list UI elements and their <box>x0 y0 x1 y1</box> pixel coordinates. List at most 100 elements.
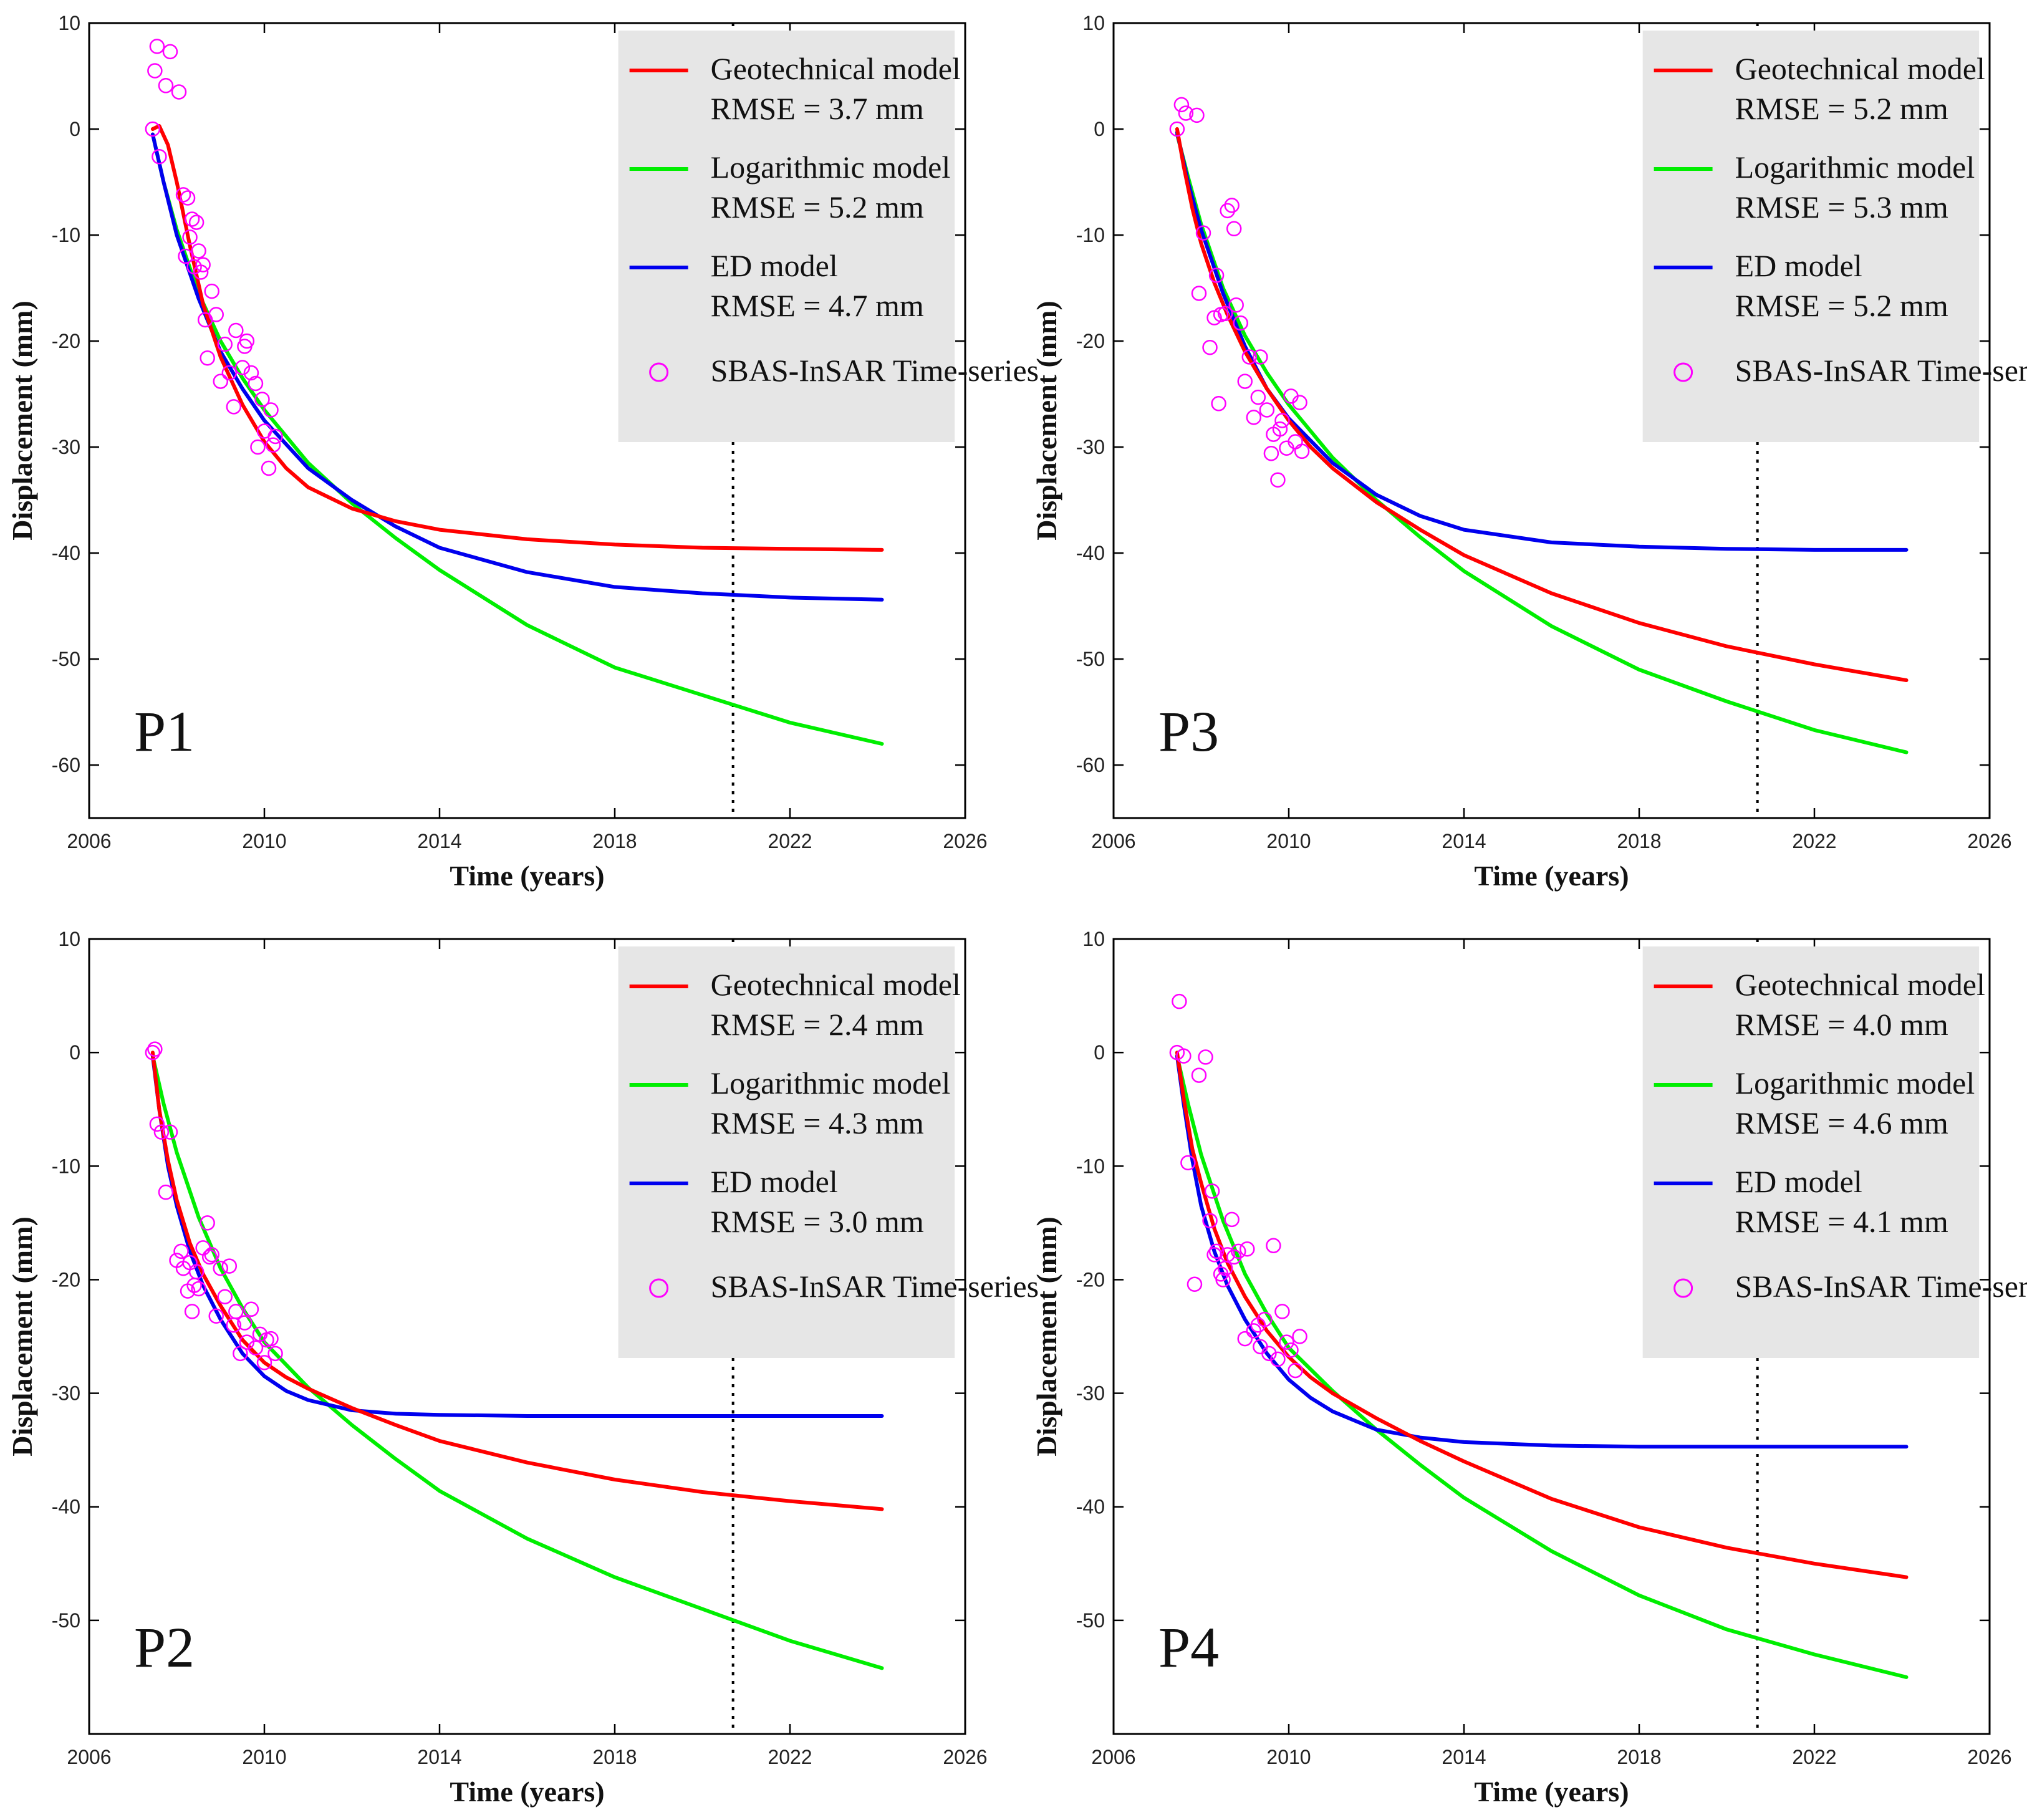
scatter-point <box>1204 1183 1220 1199</box>
axes-frame <box>1112 938 1991 1735</box>
scatter-point <box>248 375 264 392</box>
scatter-point <box>1202 1213 1218 1228</box>
x-axis-title: Time (years) <box>1474 860 1629 892</box>
x-tick-label: 2018 <box>1617 830 1661 852</box>
legend-label-sbas: SBAS-InSAR Time-series <box>1735 353 2027 388</box>
scatter-point <box>267 1346 283 1362</box>
y-tick-label: -10 <box>52 224 80 246</box>
scatter-point <box>1261 1346 1277 1362</box>
scatter-point <box>1178 105 1194 121</box>
x-tick-label: 2010 <box>1266 1746 1311 1768</box>
scatter-point <box>158 78 174 94</box>
scatter-point <box>263 1331 279 1347</box>
scatter-point <box>1266 1238 1281 1254</box>
scatter-point <box>250 439 266 455</box>
x-tick-label: 2026 <box>943 1746 987 1768</box>
series-line-geotechnical <box>1175 1051 1909 1579</box>
legend-box <box>618 31 955 442</box>
x-tick-label: 2014 <box>1442 1746 1486 1768</box>
legend-box <box>1642 946 1980 1358</box>
legend-swatch-sbas <box>1673 1278 1693 1298</box>
scatter-point <box>1292 395 1307 410</box>
scatter-point <box>1259 402 1275 418</box>
scatter-point <box>1274 413 1290 428</box>
series-line-ed <box>1175 1054 1909 1449</box>
legend-label-geotechnical: Geotechnical model <box>1735 51 1985 86</box>
scatter-point <box>191 1281 206 1297</box>
legend-rmse-ed: RMSE = 5.2 mm <box>1735 288 1948 323</box>
scatter-point <box>1224 1211 1240 1228</box>
scatter-point <box>1294 443 1310 460</box>
legend-label-ed: ED model <box>711 1164 838 1199</box>
x-tick-label: 2014 <box>417 830 461 852</box>
scatter-point <box>1172 993 1187 1009</box>
series-line-geotechnical <box>150 1051 884 1511</box>
series-line-ed <box>1175 130 1909 552</box>
y-tick-label: -10 <box>1076 1155 1105 1177</box>
panel-label: P4 <box>1158 1615 1219 1679</box>
scatter-point <box>182 229 198 245</box>
scatter-point <box>1257 1311 1273 1327</box>
legend-rmse-geotechnical: RMSE = 3.7 mm <box>711 91 924 126</box>
scatter-point <box>263 402 279 418</box>
y-tick-label: -50 <box>1076 1609 1105 1632</box>
scatter-point <box>195 257 211 272</box>
chart-p1: 2006 2010 2014 2018 2022 2026 10 0 -10 -20 -30 -40 -… <box>6 12 1039 892</box>
scatter-point <box>145 121 161 137</box>
legend: Geotechnical model RMSE = 4.0 mm Logarithm… <box>1642 946 2027 1358</box>
scatter-point <box>162 1124 178 1140</box>
y-axis-title: Displacement (mm) <box>6 301 38 541</box>
y-axis-title: Displacement (mm) <box>1031 301 1062 541</box>
scatter-point <box>208 1308 224 1324</box>
y-tick-label: -30 <box>1076 436 1105 458</box>
scatter-point <box>226 399 242 415</box>
x-tick-label: 2026 <box>1967 830 2011 852</box>
scatter-point <box>248 1340 264 1355</box>
scatter-point <box>200 350 215 366</box>
legend-label-logarithmic: Logarithmic model <box>711 1066 951 1100</box>
panel-label: P3 <box>1158 700 1219 763</box>
panel-label: P1 <box>134 700 195 763</box>
scatter-point <box>149 39 165 54</box>
scatter-point <box>254 392 270 407</box>
scatter-point <box>1253 349 1268 365</box>
scatter-point <box>1191 286 1207 301</box>
scatter-point <box>1198 1049 1213 1065</box>
scatter-point <box>1208 267 1225 283</box>
scatter-point <box>193 264 209 280</box>
scatter-point <box>1202 339 1218 355</box>
legend-label-logarithmic: Logarithmic model <box>1735 1066 1975 1100</box>
scatter-point <box>201 1249 218 1265</box>
y-tick-label: -20 <box>52 1268 80 1291</box>
legend-rmse-geotechnical: RMSE = 5.2 mm <box>1735 91 1948 126</box>
scatter-point <box>234 360 251 375</box>
legend-swatch-sbas <box>1673 362 1693 382</box>
scatter-point <box>204 283 219 299</box>
scatter-point <box>208 307 224 322</box>
legend-swatch-sbas <box>649 1278 669 1298</box>
scatter-point <box>171 84 187 100</box>
scatter-point <box>1211 396 1226 412</box>
y-tick-label: 0 <box>1094 118 1105 140</box>
legend: Geotechnical model RMSE = 3.7 mm Logarithm… <box>618 31 1039 442</box>
scatter-point <box>1180 1155 1196 1171</box>
x-tick-label: 2006 <box>1091 830 1135 852</box>
scatter-point <box>1270 472 1286 488</box>
legend-rmse-logarithmic: RMSE = 4.3 mm <box>711 1105 924 1140</box>
legend-box <box>1642 31 1980 442</box>
scatter-point <box>1217 306 1233 322</box>
legend-label-ed: ED model <box>711 248 838 283</box>
y-tick-label: -20 <box>52 330 80 352</box>
legend-rmse-logarithmic: RMSE = 4.6 mm <box>1735 1105 1948 1140</box>
legend-rmse-ed: RMSE = 4.1 mm <box>1735 1204 1948 1239</box>
scatter-point <box>1233 315 1248 331</box>
y-tick-label: -20 <box>1076 1268 1105 1291</box>
plot-area <box>145 939 884 1734</box>
x-tick-label: 2014 <box>1442 830 1486 852</box>
chart-p3: 2006 2010 2014 2018 2022 2026 10 0 -10 -20 -30 -40 -… <box>1031 12 2027 892</box>
scatter-point <box>162 44 178 60</box>
x-tick-label: 2014 <box>417 1746 461 1768</box>
legend-rmse-geotechnical: RMSE = 2.4 mm <box>711 1007 924 1042</box>
scatter-point <box>184 211 200 227</box>
